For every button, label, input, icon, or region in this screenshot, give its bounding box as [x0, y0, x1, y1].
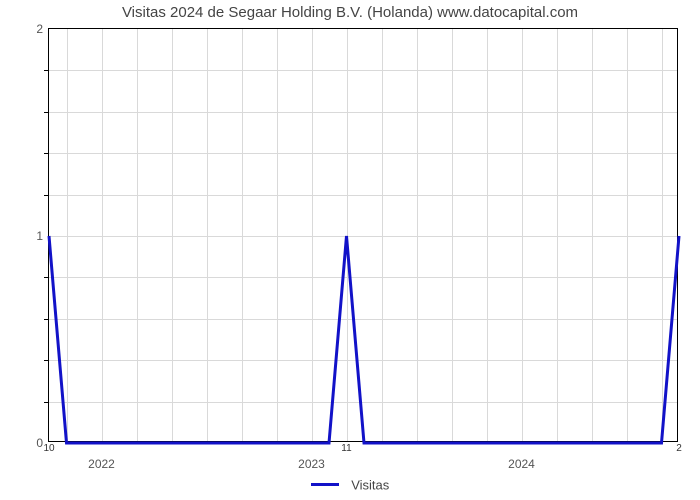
y-axis-tick-label: 1	[36, 229, 49, 243]
legend-swatch	[311, 483, 339, 486]
x-axis-year-label: 2024	[508, 441, 535, 471]
y-axis-tick-label: 2	[36, 22, 49, 36]
legend-label: Visitas	[351, 477, 389, 492]
plot-area: 01210112202220232024	[48, 28, 678, 442]
chart-container: Visitas 2024 de Segaar Holding B.V. (Hol…	[0, 0, 700, 500]
legend: Visitas	[0, 476, 700, 494]
chart-title: Visitas 2024 de Segaar Holding B.V. (Hol…	[0, 4, 700, 21]
series-line	[49, 29, 679, 443]
x-axis-year-label: 2022	[88, 441, 115, 471]
x-axis-year-label: 2023	[298, 441, 325, 471]
